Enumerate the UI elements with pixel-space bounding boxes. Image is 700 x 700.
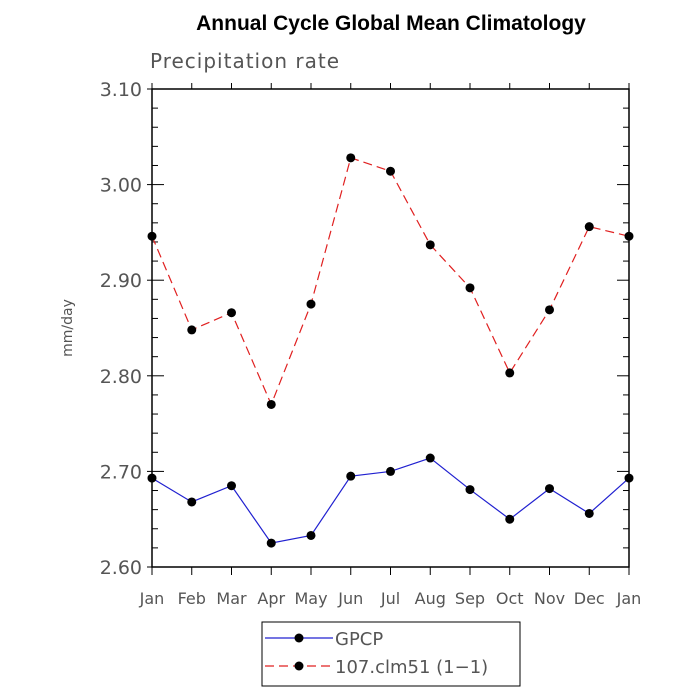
x-tick-label: Apr [257, 589, 285, 608]
x-tick-label: Feb [178, 589, 206, 608]
x-tick-label: Jan [616, 589, 642, 608]
y-tick-label: 2.80 [100, 366, 142, 388]
legend-label: 107.clm51 (1−1) [335, 657, 488, 678]
x-tick-label: Jun [337, 589, 363, 608]
data-point [465, 485, 475, 495]
data-point [505, 514, 515, 524]
data-point [465, 283, 475, 293]
data-point [147, 473, 157, 483]
data-point [346, 471, 356, 481]
x-tick-label: Jul [380, 589, 400, 608]
data-point [147, 231, 157, 241]
plot-frame [151, 88, 630, 568]
series-line-1 [151, 157, 630, 407]
data-point [346, 153, 356, 163]
data-point [584, 508, 594, 518]
x-tick-label: Aug [415, 589, 446, 608]
x-tick-label: Nov [534, 589, 565, 608]
data-point [505, 368, 515, 378]
axis-ticks [147, 83, 630, 575]
data-point [187, 497, 197, 507]
data-point [227, 481, 236, 491]
data-point [545, 305, 554, 315]
data-point [386, 166, 395, 176]
y-tick-label: 3.00 [100, 175, 142, 197]
data-point [425, 453, 435, 463]
data-point [425, 240, 435, 250]
data-point [584, 222, 594, 232]
data-point [624, 473, 634, 483]
data-point [545, 484, 554, 494]
legend-swatch-marker [294, 661, 304, 671]
series-points [147, 153, 634, 548]
data-point [386, 466, 395, 476]
x-tick-label: Mar [216, 589, 247, 608]
legend: GPCP 107.clm51 (1−1) [265, 629, 488, 678]
legend-swatch-marker [294, 633, 304, 643]
series-lines [151, 157, 630, 544]
y-tick-label: 3.10 [100, 79, 142, 101]
y-axis-label: mm/day [60, 299, 76, 357]
x-tick-label: Dec [574, 589, 605, 608]
y-tick-label: 2.90 [100, 270, 142, 292]
data-point [306, 299, 316, 309]
data-point [187, 325, 197, 335]
chart-subtitle: Precipitation rate [150, 49, 340, 73]
chart-title: Annual Cycle Global Mean Climatology [196, 12, 586, 35]
x-tick-label: May [294, 589, 327, 608]
y-tick-label: 2.60 [100, 557, 142, 579]
data-point [306, 530, 316, 540]
data-point [227, 308, 236, 318]
x-tick-label: Oct [496, 589, 524, 608]
legend-label: GPCP [335, 629, 383, 650]
x-tick-label: Jan [139, 589, 165, 608]
data-point [624, 231, 634, 241]
data-point [266, 399, 276, 409]
y-tick-labels: 2.60 2.70 2.80 2.90 3.00 3.10 [100, 79, 142, 579]
x-tick-label: Sep [455, 589, 485, 608]
legend-box [261, 621, 521, 687]
x-tick-labels: Jan Feb Mar Apr May Jun Jul Aug Sep Oct Nov Dec Jan [139, 589, 642, 608]
y-tick-label: 2.70 [100, 461, 142, 483]
data-point [266, 538, 276, 548]
